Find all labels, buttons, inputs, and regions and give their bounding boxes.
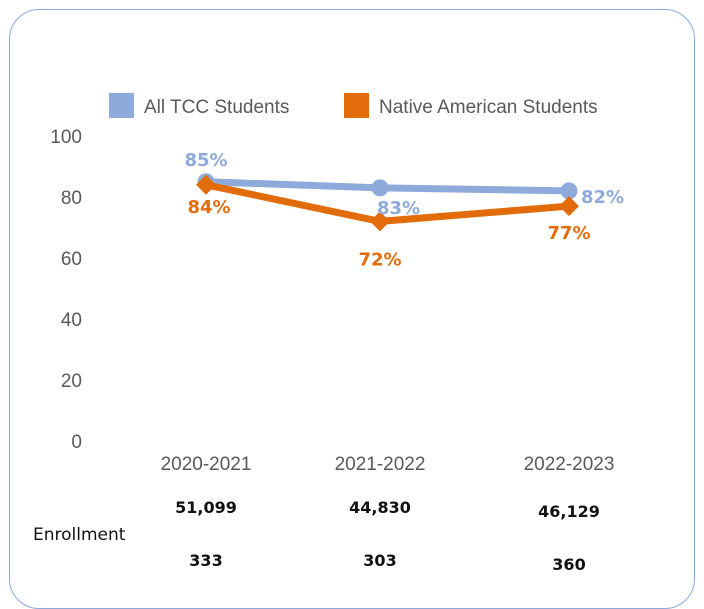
enrollment-native-2021-2022: 303 bbox=[363, 551, 397, 570]
data-label: 72% bbox=[358, 249, 401, 270]
x-tick-label: 2020-2021 bbox=[161, 454, 252, 475]
data-label: 83% bbox=[377, 198, 420, 219]
y-tick-label: 60 bbox=[61, 249, 82, 270]
enrollment-label: Enrollment bbox=[33, 525, 126, 545]
data-label: 82% bbox=[581, 187, 624, 208]
y-tick-label: 100 bbox=[50, 127, 82, 148]
line-chart: 0 20 40 60 80 100 2020-2021 2021-2022 2022-2023 A… bbox=[50, 93, 624, 475]
enrollment-all-2020-2021: 51,099 bbox=[175, 498, 237, 517]
data-point bbox=[196, 174, 216, 195]
y-tick-label: 80 bbox=[61, 188, 82, 209]
y-tick-label: 20 bbox=[61, 371, 82, 392]
x-tick-label: 2021-2022 bbox=[335, 454, 426, 475]
legend-swatch bbox=[344, 93, 369, 118]
x-tick-label: 2022-2023 bbox=[524, 454, 615, 475]
enrollment-native-2022-2023: 360 bbox=[552, 555, 586, 574]
enrollment-all-2021-2022: 44,830 bbox=[349, 498, 411, 517]
data-label: 77% bbox=[547, 223, 590, 244]
legend-label: All TCC Students bbox=[144, 97, 289, 118]
data-point bbox=[560, 182, 578, 200]
data-point bbox=[370, 211, 390, 232]
data-label: 84% bbox=[187, 197, 230, 218]
data-label: 85% bbox=[184, 150, 227, 171]
enrollment-all-2022-2023: 46,129 bbox=[538, 502, 600, 521]
data-point bbox=[371, 179, 389, 197]
enrollment-native-2020-2021: 333 bbox=[189, 551, 223, 570]
y-tick-label: 40 bbox=[61, 310, 82, 331]
legend-label: Native American Students bbox=[379, 97, 598, 118]
data-point bbox=[559, 196, 579, 217]
y-tick-label: 0 bbox=[71, 432, 82, 453]
legend-swatch bbox=[109, 93, 134, 118]
